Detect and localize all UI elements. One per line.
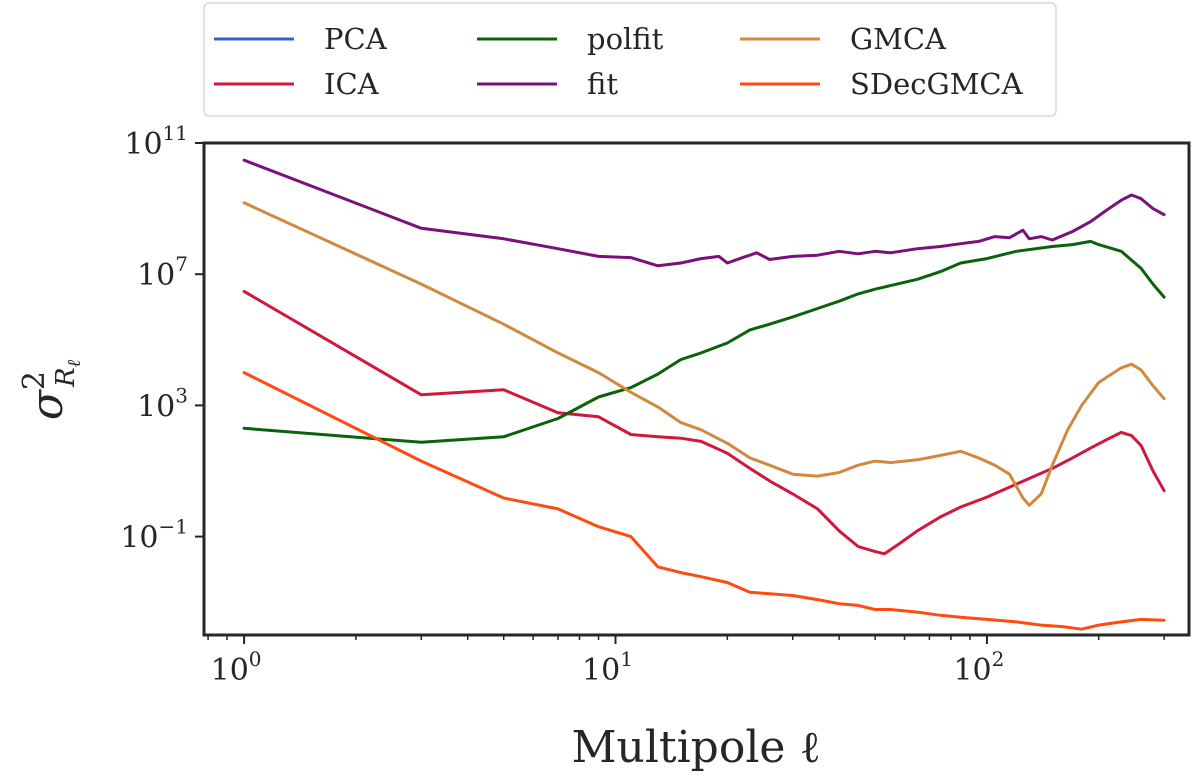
series-layer [242,158,1166,631]
y-axis-label-group: σ2Rℓ [17,359,85,420]
x-axis-label: Multipole ℓ [571,722,820,773]
legend-box [203,2,1057,117]
legend: PCA ICA polfit fit GMCA SDecGMCA [203,2,1057,117]
series-line-polfit [242,239,1166,444]
series-line-ica [242,289,1166,556]
ticks-layer: 100 101 102 10−1 103 107 1011 [120,121,1165,688]
legend-label-fit: fit [587,67,618,101]
plot-area-frame [202,141,1191,637]
series-line-sdecgmca [242,371,1166,631]
series-line-gmca [242,201,1166,507]
legend-label-gmca: GMCA [850,22,947,56]
legend-label-polfit: polfit [587,22,664,56]
legend-label-pca: PCA [324,22,388,56]
x-tick-label: 100 [211,647,262,688]
y-tick-label: 103 [137,383,188,424]
x-tick-label: 101 [582,647,633,688]
y-axis-label: σ2Rℓ [17,359,85,420]
x-tick-label: 102 [953,647,1004,688]
series-line-fit [242,158,1166,268]
y-tick-label: 1011 [124,121,188,162]
legend-label-ica: ICA [324,67,380,101]
y-tick-label: 107 [137,252,188,293]
y-tick-label: 10−1 [120,515,188,556]
legend-label-sdecgmca: SDecGMCA [850,67,1024,101]
